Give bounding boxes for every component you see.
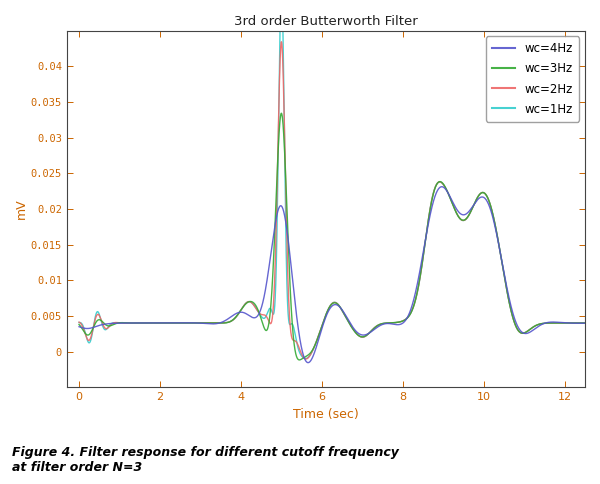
wc=3Hz: [359, 334, 366, 340]
wc=3Hz: [547, 320, 554, 326]
wc=1Hz: [438, 184, 445, 190]
Line: wc=4Hz: wc=4Hz: [79, 0, 585, 359]
Title: 3rd order Butterworth Filter: 3rd order Butterworth Filter: [234, 15, 418, 28]
wc=3Hz: [223, 320, 230, 326]
wc=3Hz: [581, 320, 589, 326]
wc=2Hz: [76, 321, 83, 327]
wc=3Hz: [481, 190, 488, 196]
wc=4Hz: [481, 190, 488, 196]
wc=1Hz: [373, 325, 380, 331]
wc=4Hz: [76, 319, 83, 325]
wc=3Hz: [259, 312, 266, 318]
wc=2Hz: [259, 319, 266, 325]
wc=1Hz: [304, 360, 311, 365]
wc=2Hz: [278, 110, 285, 116]
wc=2Hz: [359, 334, 366, 340]
wc=1Hz: [547, 319, 554, 325]
wc=1Hz: [581, 320, 589, 326]
wc=2Hz: [223, 320, 230, 326]
wc=2Hz: [296, 357, 303, 363]
Legend: wc=4Hz, wc=3Hz, wc=2Hz, wc=1Hz: wc=4Hz, wc=3Hz, wc=2Hz, wc=1Hz: [486, 36, 579, 121]
wc=1Hz: [481, 195, 488, 200]
wc=1Hz: [359, 332, 366, 338]
Line: wc=2Hz: wc=2Hz: [79, 113, 585, 360]
wc=4Hz: [373, 323, 380, 329]
X-axis label: Time (sec): Time (sec): [293, 408, 359, 421]
wc=2Hz: [547, 320, 554, 326]
wc=1Hz: [76, 324, 83, 330]
Text: Figure 4. Filter response for different cutoff frequency
at filter order N=3: Figure 4. Filter response for different …: [12, 446, 399, 474]
wc=4Hz: [302, 356, 309, 362]
wc=3Hz: [302, 356, 310, 362]
wc=2Hz: [373, 324, 380, 330]
wc=2Hz: [481, 190, 488, 196]
wc=1Hz: [259, 302, 266, 307]
wc=3Hz: [278, 39, 285, 45]
wc=4Hz: [359, 334, 366, 340]
Line: wc=3Hz: wc=3Hz: [79, 42, 585, 359]
wc=4Hz: [259, 315, 266, 320]
wc=4Hz: [223, 320, 230, 326]
wc=4Hz: [581, 320, 589, 326]
wc=3Hz: [373, 323, 380, 329]
wc=4Hz: [547, 320, 554, 326]
wc=1Hz: [223, 318, 230, 323]
Y-axis label: mV: mV: [15, 198, 28, 219]
Line: wc=1Hz: wc=1Hz: [79, 187, 585, 363]
wc=2Hz: [581, 320, 589, 326]
wc=3Hz: [76, 319, 83, 325]
